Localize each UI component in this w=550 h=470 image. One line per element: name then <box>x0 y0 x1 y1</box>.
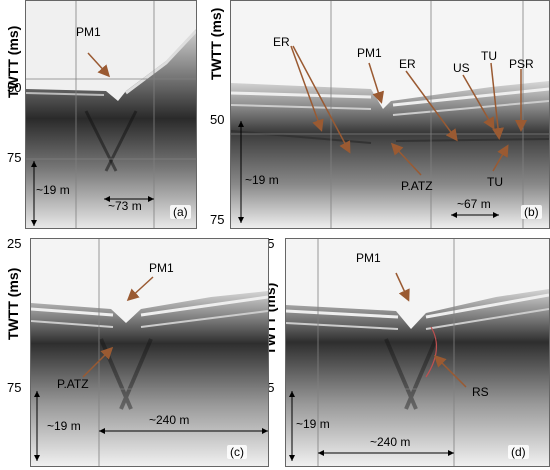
seismic-panel-c: PM1 P.ATZ ~19 m ~240 m (c) <box>30 238 269 467</box>
width-label-d: ~240 m <box>370 435 411 449</box>
tu-label-b-2: TU <box>487 175 503 189</box>
tick-b-50: 50 <box>210 112 225 127</box>
panel-id-c: (c) <box>227 445 247 459</box>
tu-label-b-1: TU <box>481 49 497 63</box>
depth-label-a: ~19 m <box>36 183 70 197</box>
depth-label-c: ~19 m <box>47 419 81 433</box>
panel-id-a: (a) <box>170 205 191 219</box>
panel-d-image <box>286 239 549 466</box>
axis-title-c: TWTT (ms) <box>5 267 21 340</box>
width-label-b: ~67 m <box>457 197 491 211</box>
tick-c-75: 75 <box>7 380 22 395</box>
panel-a-image <box>26 1 196 228</box>
tick-a-75: 75 <box>7 150 22 165</box>
seismic-panel-b: ER PM1 ER US TU PSR P.ATZ TU ~19 m ~67 m… <box>230 0 550 229</box>
us-label-b: US <box>453 61 470 75</box>
width-label-c: ~240 m <box>149 413 190 427</box>
tick-b-75: 75 <box>210 212 225 227</box>
patz-label-c: P.ATZ <box>57 377 89 391</box>
panel-id-b: (b) <box>521 205 542 219</box>
pm1-label-a: PM1 <box>76 25 101 39</box>
rs-label-d: RS <box>472 385 489 399</box>
er-label-b-1: ER <box>273 35 290 49</box>
panel-id-d: (d) <box>508 445 529 459</box>
seismic-panel-a: PM1 ~19 m ~73 m (a) <box>25 0 197 229</box>
panel-c-image <box>31 239 268 466</box>
er-label-b-2: ER <box>399 57 416 71</box>
pm1-label-d: PM1 <box>356 251 381 265</box>
pm1-label-c: PM1 <box>149 261 174 275</box>
tick-a-50: 50 <box>7 80 22 95</box>
depth-label-b: ~19 m <box>245 173 279 187</box>
panel-b-image <box>231 1 549 228</box>
width-label-a: ~73 m <box>108 199 142 213</box>
axis-title-b: TWTT (ms) <box>208 7 224 80</box>
tick-c-25: 25 <box>7 236 22 251</box>
seismic-panel-d: PM1 RS ~19 m ~240 m (d) <box>285 238 550 467</box>
patz-label-b: P.ATZ <box>401 179 433 193</box>
depth-label-d: ~19 m <box>296 417 330 431</box>
pm1-label-b: PM1 <box>357 46 382 60</box>
psr-label-b: PSR <box>509 57 534 71</box>
